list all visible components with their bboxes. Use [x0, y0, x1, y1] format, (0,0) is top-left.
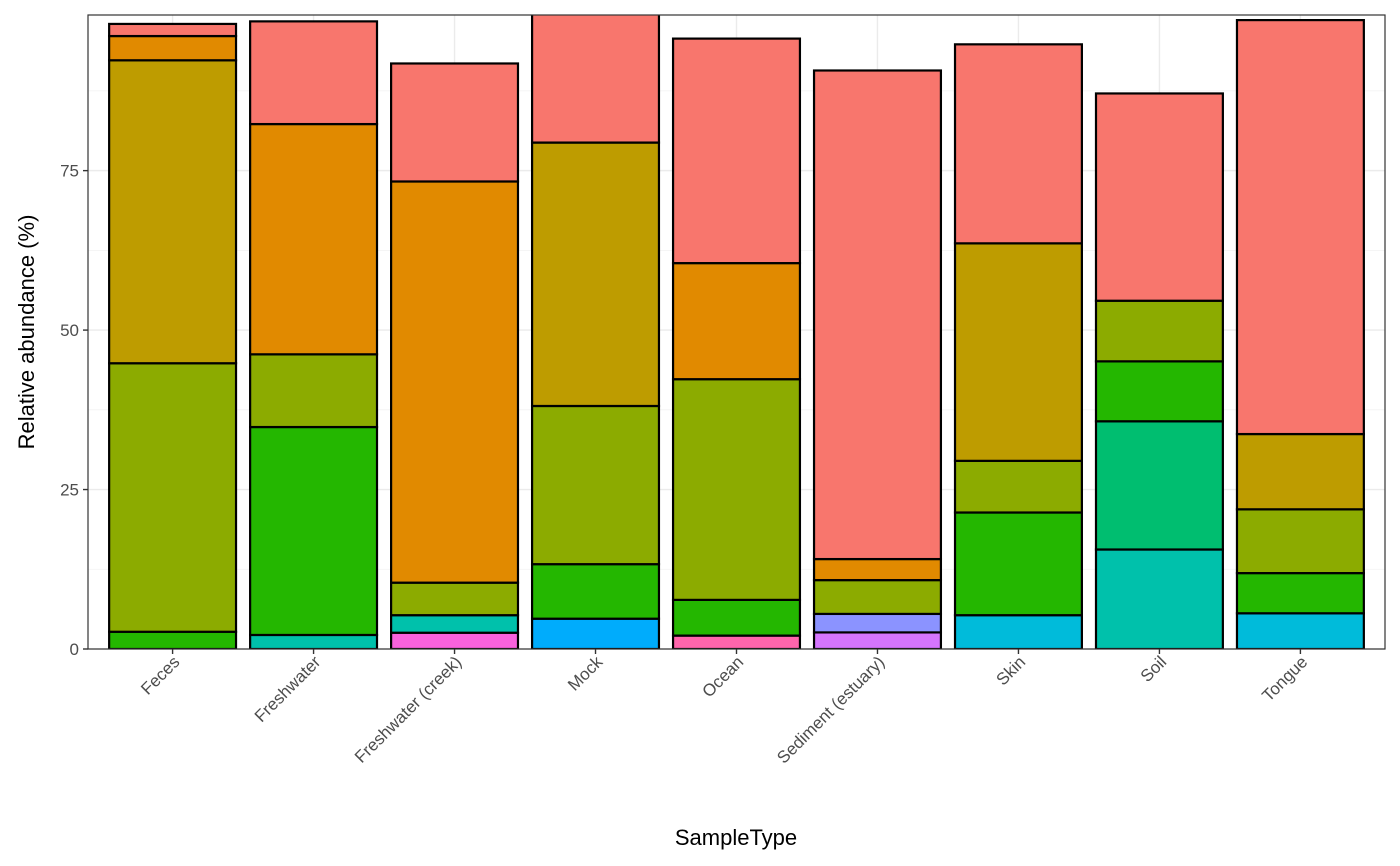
bar-segment — [530, 141, 661, 408]
bar-segment — [812, 579, 943, 616]
bar-segment — [108, 630, 238, 649]
x-tick-label: Freshwater — [251, 652, 325, 726]
bar-stack — [953, 43, 1083, 649]
bar-segment — [1094, 548, 1224, 649]
bar-segment — [530, 563, 661, 620]
bar-stack — [108, 22, 238, 649]
bar-segment — [249, 353, 379, 429]
bar-segment — [953, 511, 1083, 617]
bar-segment — [1094, 299, 1224, 363]
bar-stack — [390, 62, 520, 649]
y-tick-label: 50 — [60, 321, 79, 340]
bar-segment — [249, 20, 379, 126]
bar-segment — [671, 634, 802, 649]
bar-stack — [249, 20, 379, 649]
bar-segment — [249, 633, 379, 649]
bar-stack — [530, 15, 661, 649]
bar-segment — [953, 43, 1083, 245]
bar-segment — [1235, 508, 1365, 575]
x-tick-label: Mock — [564, 652, 607, 695]
bar-segment — [108, 59, 238, 365]
bar-segment — [953, 459, 1083, 514]
bar-segment — [1235, 432, 1365, 511]
bar-segment — [390, 180, 520, 584]
bar-segment — [1235, 571, 1365, 615]
bar-segment — [1235, 19, 1365, 436]
bar-segment — [812, 557, 943, 582]
bar-segment — [812, 631, 943, 649]
y-axis: 0 25 50 75 — [60, 162, 88, 659]
x-tick-label: Feces — [137, 652, 183, 698]
bar-segment — [530, 15, 661, 144]
y-axis-title: Relative abundance (%) — [14, 215, 39, 450]
y-tick-label: 25 — [60, 481, 79, 500]
x-axis-title: SampleType — [675, 825, 797, 850]
x-tick-label: Tongue — [1258, 652, 1311, 705]
bar-segment — [1235, 612, 1365, 649]
x-axis: Feces Freshwater Freshwater (creek) Mock Oce… — [137, 649, 1311, 767]
bar-segment — [390, 581, 520, 617]
x-tick-label: Skin — [992, 652, 1029, 689]
bar-segment — [108, 362, 238, 633]
bar-segment — [953, 614, 1083, 649]
bar-stack — [1094, 92, 1224, 649]
bars — [108, 15, 1365, 649]
bar-segment — [108, 22, 238, 38]
bar-segment — [1094, 420, 1224, 551]
bar-segment — [390, 631, 520, 649]
x-tick-label: Sediment (estuary) — [773, 652, 888, 767]
bar-segment — [249, 425, 379, 637]
bar-segment — [671, 37, 802, 265]
bar-segment — [530, 404, 661, 566]
bar-segment — [812, 69, 943, 561]
bar-stack — [812, 69, 943, 649]
bar-segment — [249, 122, 379, 356]
bar-segment — [1094, 92, 1224, 302]
y-tick-label: 75 — [60, 162, 79, 181]
bar-segment — [390, 614, 520, 634]
bar-segment — [671, 262, 802, 381]
bar-segment — [108, 34, 238, 62]
bar-segment — [812, 612, 943, 634]
x-tick-label: Freshwater (creek) — [351, 652, 465, 766]
y-tick-label: 0 — [70, 640, 79, 659]
bar-segment — [953, 242, 1083, 462]
x-tick-label: Ocean — [698, 652, 747, 701]
x-tick-label: Soil — [1137, 652, 1170, 685]
bar-stack — [671, 37, 802, 649]
bar-segment — [390, 62, 520, 183]
bar-stack — [1235, 19, 1365, 649]
bar-segment — [530, 617, 661, 649]
bar-segment — [671, 378, 802, 601]
bar-segment — [1094, 360, 1224, 423]
bar-segment — [671, 598, 802, 637]
